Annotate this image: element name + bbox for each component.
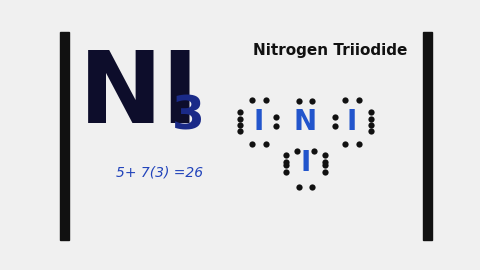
Bar [60, 32, 69, 240]
Text: I: I [300, 149, 311, 177]
Text: Nitrogen Triiodide: Nitrogen Triiodide [253, 43, 408, 58]
Text: 5+ 7(3) =26: 5+ 7(3) =26 [116, 166, 203, 180]
Bar [423, 32, 432, 240]
Text: N: N [294, 108, 317, 136]
Text: NI: NI [79, 47, 199, 144]
Text: I: I [254, 108, 264, 136]
Text: 3: 3 [172, 95, 204, 140]
Text: I: I [347, 108, 357, 136]
